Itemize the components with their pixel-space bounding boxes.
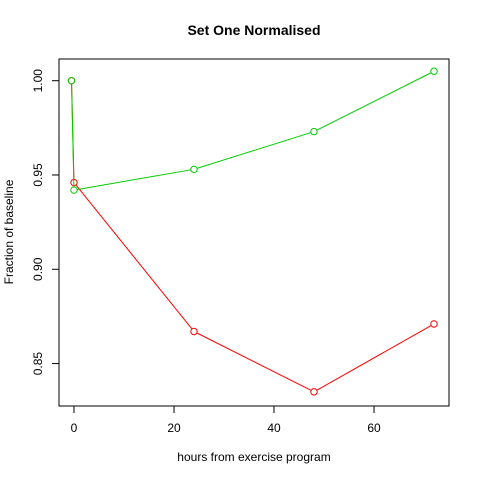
series-2-point xyxy=(430,67,438,75)
series-1-segment xyxy=(75,185,193,330)
chart-title: Set One Normalised xyxy=(187,22,320,38)
series-2-segment xyxy=(197,132,311,169)
series-2-segment xyxy=(316,72,432,131)
series-2-point xyxy=(310,127,318,136)
x-tick-label: 20 xyxy=(167,421,181,435)
x-axis: 0 20 40 60 xyxy=(71,405,381,435)
series-1-point xyxy=(430,320,438,328)
x-tick-label: 40 xyxy=(267,421,281,435)
y-tick-label: 0.90 xyxy=(31,257,45,281)
series-2-point xyxy=(67,76,76,85)
series-2-point xyxy=(70,186,78,194)
series-1-segment xyxy=(196,332,312,391)
x-axis-label: hours from exercise program xyxy=(177,450,330,464)
series-2 xyxy=(67,67,438,194)
series-1-point xyxy=(190,327,198,336)
series-1-segment xyxy=(316,325,432,391)
x-tick-label: 0 xyxy=(71,421,78,435)
y-tick-label: 0.95 xyxy=(31,163,45,187)
series-1 xyxy=(67,76,438,396)
series-1-point xyxy=(310,388,318,396)
series-layer xyxy=(67,67,438,396)
series-2-segment xyxy=(71,84,75,187)
y-axis-label: Fraction of baseline xyxy=(2,179,16,284)
y-tick-label: 0.85 xyxy=(31,352,45,376)
plot-frame xyxy=(58,58,450,407)
series-2-point xyxy=(190,165,198,174)
y-tick-label: 1.00 xyxy=(31,69,45,93)
series-2-segment xyxy=(77,169,191,190)
x-tick-label: 60 xyxy=(367,421,381,435)
y-axis: 0.85 0.90 0.95 1.00 xyxy=(31,69,60,376)
